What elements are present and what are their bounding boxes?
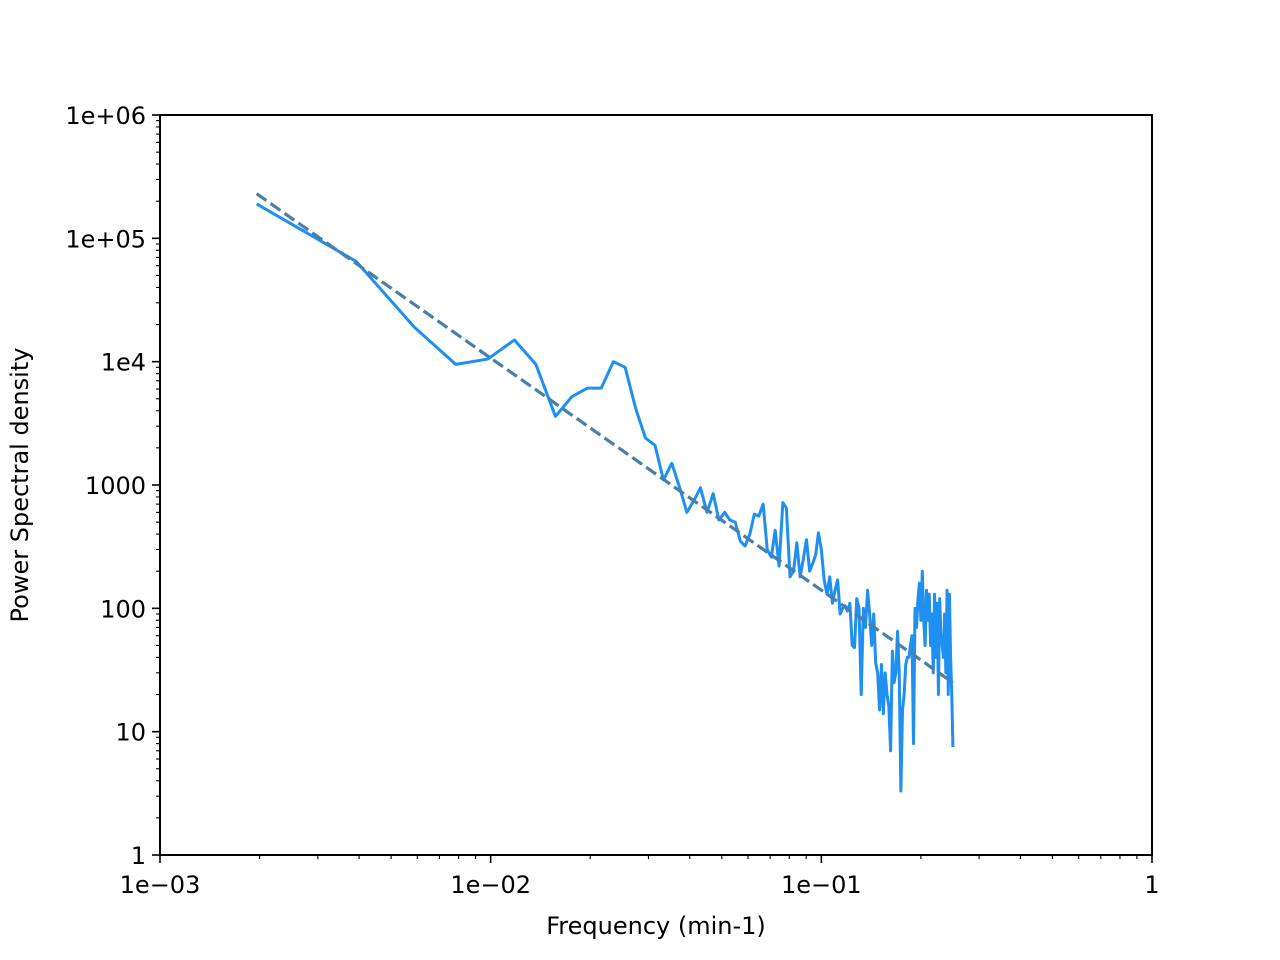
ticks-layer: 1e−03 1e−02 1e−01 1 1 10 100 1000 1e4 1e+05 1e+06 bbox=[65, 102, 1159, 899]
y-tick-label: 1e4 bbox=[101, 349, 146, 377]
x-tick-label: 1e−01 bbox=[781, 871, 862, 899]
plot-frame bbox=[159, 114, 1153, 856]
fit-line bbox=[255, 192, 954, 684]
y-tick-label: 10 bbox=[115, 719, 146, 747]
x-tick-label: 1 bbox=[1144, 871, 1159, 899]
y-tick-label: 100 bbox=[100, 595, 146, 623]
y-tick-label: 1000 bbox=[85, 472, 146, 500]
y-tick-label: 1 bbox=[131, 842, 146, 870]
y-tick-label: 1e+06 bbox=[65, 102, 146, 130]
x-tick-label: 1e−02 bbox=[450, 871, 531, 899]
x-tick-label: 1e−03 bbox=[120, 871, 201, 899]
y-tick-label: 1e+05 bbox=[65, 225, 146, 253]
psd-series-line bbox=[255, 202, 955, 793]
y-axis-label: Power Spectral density bbox=[6, 348, 34, 623]
x-axis-label: Frequency (min-1) bbox=[546, 912, 766, 940]
plot-layer bbox=[255, 192, 955, 793]
